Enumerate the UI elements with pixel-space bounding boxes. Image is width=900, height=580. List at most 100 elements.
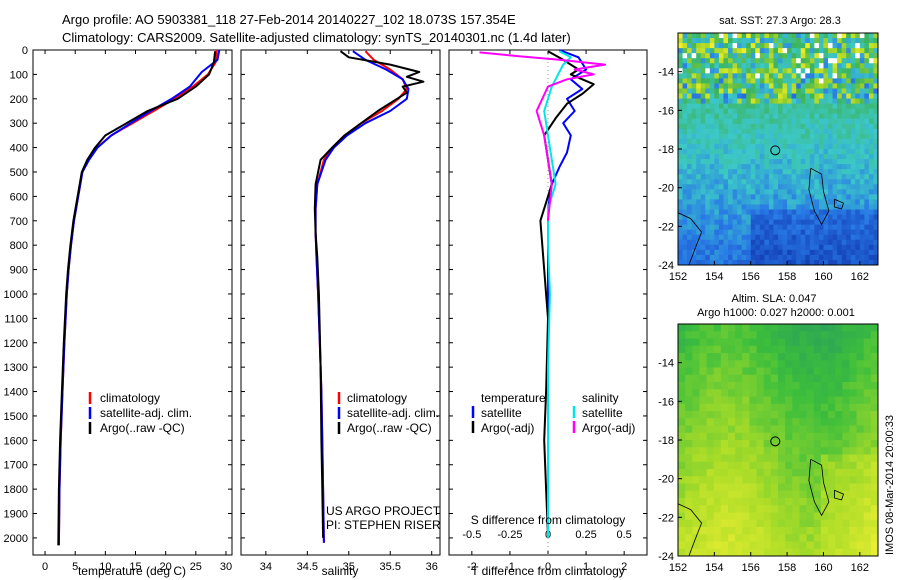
sst-cell [723, 33, 729, 39]
sst-cell [737, 58, 743, 64]
sst-cell [837, 204, 843, 210]
sst-cell [768, 98, 774, 105]
sst-cell [859, 53, 865, 59]
sla-cell [842, 498, 850, 506]
sst-cell [764, 138, 770, 145]
sla-cell [749, 505, 757, 513]
sst-cell [818, 53, 824, 59]
sla-cell [770, 353, 779, 361]
sla-cell [756, 461, 765, 470]
sst-cell [800, 98, 806, 105]
sst-cell [832, 93, 838, 99]
sst-cell [873, 33, 878, 39]
sla-cell [770, 411, 779, 419]
sst-cell [841, 93, 847, 99]
sst-cell [805, 133, 811, 140]
sst-cell [841, 78, 847, 84]
sla-cell [863, 411, 872, 419]
sst-cell [823, 98, 829, 105]
sla-cell [742, 425, 750, 434]
sst-cell [846, 209, 852, 215]
sst-cell [873, 88, 878, 94]
sst-cell [723, 244, 729, 251]
sst-cell [868, 53, 874, 59]
sst-cell [837, 224, 843, 231]
sst-cell [732, 179, 738, 185]
x-tick-label: 2 [621, 561, 627, 573]
sst-cell [728, 58, 733, 64]
sst-cell [873, 209, 878, 215]
sst-cell [846, 199, 852, 205]
sla-cell [806, 447, 815, 455]
sst-cell [696, 58, 702, 64]
sst-cell [750, 63, 756, 69]
sst-cell [791, 184, 797, 190]
sla-cell [785, 505, 793, 513]
sla-cell [685, 440, 693, 448]
sla-cell [706, 425, 715, 434]
sst-cell [846, 164, 852, 170]
sla-cell [713, 396, 722, 405]
sst-cell [832, 184, 838, 190]
sst-cell [687, 149, 693, 155]
sst-cell [682, 174, 688, 180]
sst-cell [709, 234, 715, 241]
sst-cell [782, 128, 788, 135]
sst-cell [755, 103, 761, 110]
sst-cell [759, 154, 765, 160]
sst-cell [778, 58, 783, 64]
sst-cell [741, 249, 747, 256]
sla-cell [863, 483, 872, 492]
sla-cell [720, 454, 729, 463]
sst-cell [868, 214, 874, 221]
sst-cell [773, 78, 779, 84]
sst-cell [864, 154, 870, 160]
sst-cell [864, 38, 870, 44]
sla-cell [820, 527, 829, 535]
sla-cell [813, 505, 822, 513]
sla-cell [685, 411, 693, 419]
sla-cell [756, 447, 765, 455]
sst-cell [791, 239, 797, 246]
sst-cell [768, 249, 774, 256]
sst-cell [759, 199, 765, 205]
sst-cell [714, 123, 720, 130]
sst-cell [800, 113, 806, 120]
sla-cell [792, 541, 800, 550]
sst-cell [864, 103, 870, 110]
sla-cell [799, 440, 807, 448]
sst-cell [809, 204, 815, 210]
sst-cell [837, 154, 843, 160]
sst-cell [773, 254, 779, 261]
sla-cell [706, 548, 715, 556]
sst-cell [705, 154, 711, 160]
sla-cell [678, 360, 686, 368]
sst-cell [705, 98, 711, 105]
sst-cell [682, 98, 688, 105]
sst-cell [764, 179, 770, 185]
sst-cell [850, 179, 856, 185]
sla-cell [870, 389, 878, 397]
sst-cell [737, 43, 743, 49]
sla-cell [685, 519, 693, 528]
sst-cell [823, 53, 829, 59]
sla-cell [785, 454, 793, 463]
sla-cell [678, 454, 686, 463]
sst-cell [873, 43, 878, 49]
sst-cell [687, 199, 693, 205]
sst-cell [828, 254, 833, 261]
depth-tick-label: 1900 [4, 509, 28, 521]
sla-cell [735, 541, 743, 550]
sla-cell [678, 382, 686, 390]
sst-cell [709, 194, 715, 200]
sla-cell [792, 374, 800, 383]
sst-cell [796, 68, 802, 74]
sla-cell [806, 353, 815, 361]
sla-cell [842, 425, 850, 434]
sst-cell [864, 53, 870, 59]
sst-cell [787, 88, 793, 94]
sst-cell [791, 194, 797, 200]
sst-cell [855, 123, 861, 130]
sla-cell [678, 367, 686, 376]
sst-cell [768, 154, 774, 160]
